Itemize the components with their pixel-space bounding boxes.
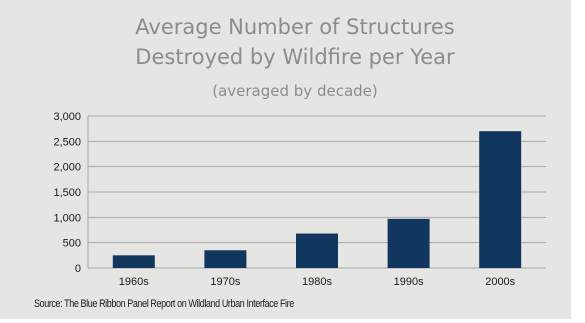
x-tick-label: 1980s [302,276,332,288]
bar [387,218,430,268]
x-tick-label: 1970s [210,276,240,288]
y-tick-label: 2,500 [53,136,81,148]
bar-chart: 0 500 1,000 1,500 2,000 2,500 3,000 1960s 1970s 1… [53,111,546,288]
y-tick-label: 0 [75,263,81,275]
y-tick-label: 1,500 [53,187,81,199]
x-tick-label: 1960s [119,276,149,288]
y-tick-label: 3,000 [53,111,81,123]
chart-subtitle: (averaged by decade) [212,82,378,100]
bar [112,255,155,268]
chart-card: Average Number of Structures Destroyed b… [0,0,571,319]
source-note: Source: The Blue Ribbon Panel Report on … [34,298,294,310]
chart-title-line2: Destroyed by Wildfire per Year [135,45,455,69]
x-tick-label: 1990s [394,276,424,288]
chart-title-line1: Average Number of Structures [135,15,455,39]
bar [479,131,522,268]
y-tick-label: 1,000 [53,212,81,224]
y-tick-label: 2,000 [53,162,81,174]
bar [296,233,338,268]
bar [204,250,247,268]
y-tick-label: 500 [63,238,81,250]
x-tick-label: 2000s [485,276,515,288]
